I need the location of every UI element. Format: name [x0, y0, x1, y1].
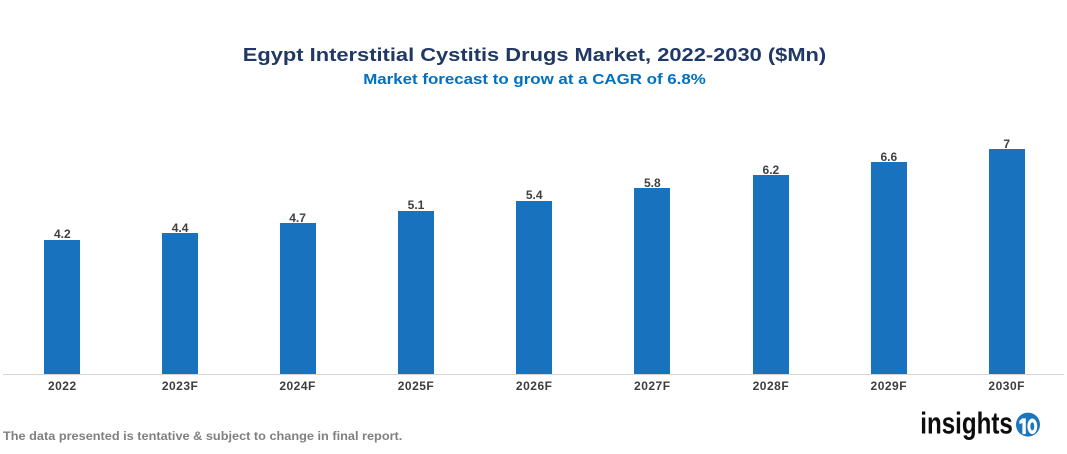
svg-text:insights: insights [920, 408, 1013, 440]
